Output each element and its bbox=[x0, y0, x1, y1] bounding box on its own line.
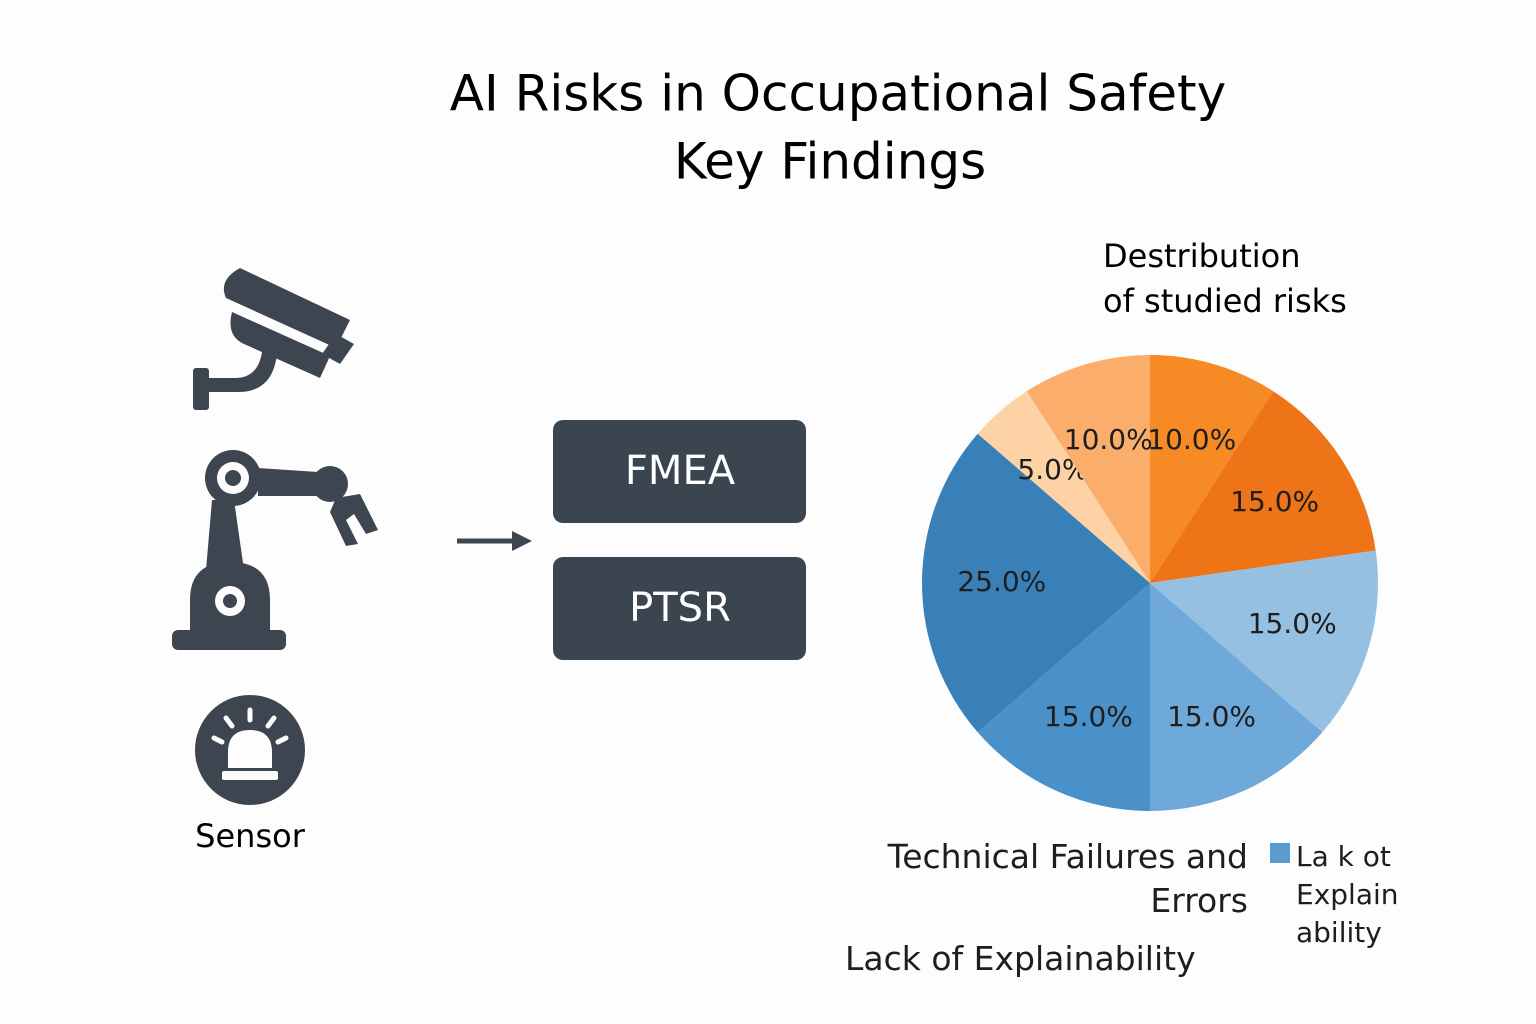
slice-label: 15.0% bbox=[1044, 700, 1133, 733]
slice-label: 10.0% bbox=[1147, 423, 1236, 456]
pie-slice bbox=[1150, 550, 1378, 733]
arrow bbox=[457, 531, 532, 551]
box-label: PTSR bbox=[629, 585, 731, 631]
pie-slice bbox=[1150, 583, 1323, 811]
method-box bbox=[553, 420, 806, 523]
title: AI Risks in Occupational Safety bbox=[450, 65, 1226, 123]
pie: 10.0%15.0%15.0%15.0%15.0%25.0%5.0%10.0% bbox=[922, 355, 1378, 811]
camera-icon bbox=[193, 268, 354, 410]
robot-arm-icon bbox=[172, 450, 378, 650]
method-box bbox=[553, 557, 806, 660]
legend-label: La k ot Explain ability bbox=[1296, 840, 1399, 949]
pie-slice bbox=[1026, 355, 1150, 583]
slice-label: 25.0% bbox=[957, 565, 1046, 598]
slice-label: 15.0% bbox=[1167, 700, 1256, 733]
pie-slice bbox=[1150, 391, 1376, 583]
chart-title: of studied risks bbox=[1103, 282, 1347, 320]
pie-slice bbox=[977, 391, 1150, 583]
legend-swatch bbox=[1270, 843, 1290, 863]
chart-title: Destribution bbox=[1103, 237, 1300, 275]
icon-label: Sensor bbox=[195, 817, 306, 855]
pie-slice bbox=[922, 433, 1150, 733]
slice-label: 10.0% bbox=[1064, 423, 1153, 456]
subtitle: Key Findings bbox=[674, 133, 986, 191]
pie-slice bbox=[977, 583, 1150, 811]
annotation: Lack of Explainability bbox=[845, 939, 1196, 978]
slice-label: 15.0% bbox=[1230, 485, 1319, 518]
box-label: FMEA bbox=[625, 448, 736, 494]
annotation: Technical Failures and Errors bbox=[887, 837, 1248, 920]
pie-slice bbox=[1150, 355, 1274, 583]
sensor-icon bbox=[195, 695, 305, 805]
slice-label: 15.0% bbox=[1248, 607, 1337, 640]
